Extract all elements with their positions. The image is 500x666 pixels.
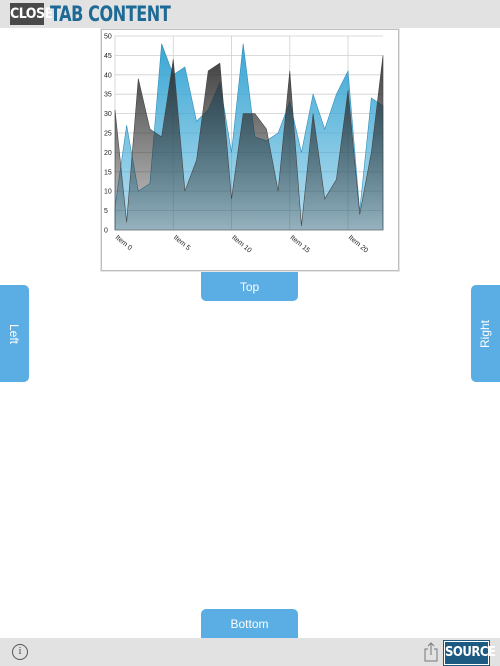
- right-button[interactable]: Right: [471, 285, 500, 382]
- x-tick-label: Item 0: [114, 234, 133, 252]
- y-tick-label: 35: [104, 92, 112, 99]
- y-tick-label: 50: [104, 34, 112, 41]
- page-title: TAB CONTENT: [50, 2, 171, 26]
- y-tick-label: 40: [104, 72, 112, 79]
- top-button[interactable]: Top: [201, 272, 298, 301]
- source-button[interactable]: SOURCE: [444, 641, 496, 665]
- top-label: Top: [239, 279, 260, 294]
- left-button[interactable]: Left: [0, 285, 29, 382]
- left-label: Left: [7, 323, 22, 344]
- share-button[interactable]: [424, 642, 438, 662]
- close-button[interactable]: CLOSE: [10, 3, 53, 25]
- bottom-button[interactable]: Bottom: [201, 609, 298, 638]
- y-tick-label: 25: [104, 131, 112, 138]
- y-tick-label: 20: [104, 150, 112, 157]
- bottom-label: Bottom: [230, 616, 269, 631]
- x-tick-label: Item 10: [230, 234, 252, 254]
- x-tick-label: Item 20: [347, 234, 369, 254]
- footer: i SOURCE: [0, 638, 500, 666]
- y-tick-label: 0: [104, 228, 108, 235]
- area: [114, 55, 384, 231]
- y-tick-label: 30: [104, 111, 112, 118]
- y-tick-label: 15: [104, 169, 112, 176]
- info-button[interactable]: i: [12, 644, 28, 660]
- y-tick-label: 5: [104, 208, 108, 215]
- chart: 0 5 10 15 20 25 30 35 40 45 50 Item 0 Item 5 Item 10 I…: [104, 34, 384, 255]
- y-tick-label: 45: [104, 53, 112, 60]
- x-tick-label: Item 5: [172, 234, 191, 252]
- y-tick-label: 10: [104, 189, 112, 196]
- chart-frame: 0 5 10 15 20 25 30 35 40 45 50 Item 0 Item 5 Item 10 I…: [101, 29, 399, 271]
- header: CLOSE TAB CONTENT: [0, 0, 500, 28]
- right-label: Right: [478, 319, 493, 348]
- x-tick-label: Item 15: [288, 234, 310, 254]
